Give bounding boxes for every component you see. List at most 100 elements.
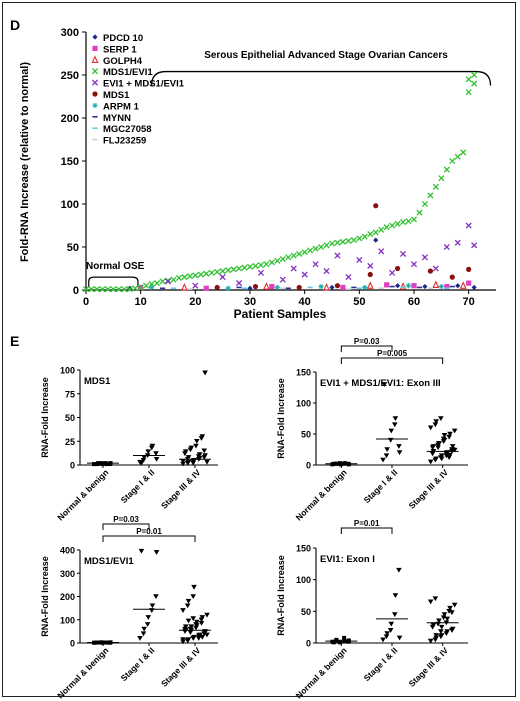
data-point: [334, 637, 339, 642]
data-point: [180, 282, 188, 291]
subplot-title: MDS1/EVI1: [84, 556, 134, 567]
data-point: [296, 250, 303, 257]
data-point: [436, 441, 442, 447]
data-point: [438, 624, 445, 630]
ylabel: RNA-Fold Increase: [276, 378, 286, 459]
legend-label: MGC27058: [103, 124, 152, 135]
legend-label: FLJ23259: [103, 136, 146, 147]
data-point: [340, 284, 346, 291]
data-point: [366, 281, 374, 289]
data-point: [378, 226, 385, 233]
data-point: [388, 428, 395, 434]
xtick-label: Stage III & IV: [159, 467, 203, 511]
data-point: [378, 248, 385, 255]
data-point: [88, 286, 95, 293]
data-point: [383, 634, 390, 640]
data-point: [190, 460, 196, 466]
data-point: [471, 71, 478, 79]
data-point: [323, 242, 330, 249]
data-point: [438, 629, 444, 635]
data-point: [392, 593, 399, 598]
data-point: [110, 286, 117, 293]
data-point: [449, 157, 456, 165]
data-point: [460, 149, 467, 156]
data-point: [346, 462, 351, 467]
data-point: [432, 596, 439, 602]
data-point: [342, 461, 347, 466]
data-point: [421, 200, 428, 208]
data-point: [440, 436, 447, 442]
data-point: [149, 284, 155, 291]
data-point: [427, 268, 433, 274]
data-point: [290, 252, 297, 259]
data-point: [384, 282, 390, 288]
data-point: [252, 283, 259, 290]
data-point: [433, 419, 439, 425]
data-point: [367, 231, 374, 238]
data-point: [180, 461, 186, 467]
data-point: [201, 448, 208, 454]
data-point: [184, 603, 191, 609]
data-point: [199, 615, 206, 620]
series-mgc27058: [170, 286, 450, 290]
panel-d-xtick-label: 50: [353, 296, 365, 308]
data-point: [422, 283, 428, 290]
data-point: [391, 422, 398, 428]
ytick-label: 150: [296, 544, 311, 554]
data-point: [307, 247, 314, 254]
panel-e-subplot-2: 0 50 100 150 RNA-Fold Increase EVI1 + MDS1/EV…: [276, 337, 468, 523]
data-point: [391, 612, 398, 617]
data-point: [279, 276, 286, 283]
data-point: [438, 453, 445, 459]
data-point: [389, 222, 396, 229]
data-point: [433, 456, 439, 462]
data-point: [471, 80, 478, 87]
data-point: [432, 422, 439, 428]
data-point: [451, 428, 458, 434]
data-point: [149, 603, 156, 609]
data-point: [427, 425, 434, 431]
data-point: [443, 243, 450, 251]
data-point: [230, 266, 237, 273]
data-point: [440, 615, 447, 621]
data-point: [436, 618, 442, 624]
data-point: [432, 280, 440, 288]
ylabel: RNA-Fold Increase: [40, 556, 50, 637]
data-point: [290, 265, 297, 272]
data-point: [389, 269, 396, 276]
data-point: [447, 431, 453, 437]
data-point: [400, 219, 407, 226]
data-point: [145, 615, 152, 620]
data-point: [443, 166, 450, 173]
data-point: [82, 286, 90, 293]
data-point: [184, 638, 191, 644]
data-point: [449, 444, 456, 449]
series-arpm-1: [149, 283, 444, 291]
data-point: [196, 452, 203, 458]
ytick-label: 300: [60, 569, 75, 579]
pvalue-bracket: [102, 523, 150, 530]
data-point: [410, 216, 418, 223]
data-point: [192, 282, 199, 289]
legend-label: PDCD 10: [103, 33, 143, 44]
data-point: [329, 284, 335, 291]
data-point: [285, 254, 292, 261]
data-point: [257, 269, 264, 276]
ytick-label: 50: [65, 413, 75, 423]
data-point: [274, 257, 281, 264]
data-point: [438, 456, 445, 462]
ytick-label: 75: [65, 389, 75, 399]
xtick-label: Normal & benign: [294, 467, 349, 522]
data-point: [312, 245, 319, 252]
data-point: [197, 271, 204, 278]
data-point: [338, 639, 343, 644]
legend-marker: [92, 102, 98, 108]
data-point: [137, 636, 143, 641]
data-point: [202, 370, 208, 376]
data-point: [459, 281, 467, 289]
data-point: [153, 451, 159, 457]
data-point: [449, 274, 455, 280]
data-point: [170, 276, 177, 283]
legend-label: EVI1 + MDS1/EVI1: [103, 79, 185, 90]
data-point: [451, 602, 458, 608]
